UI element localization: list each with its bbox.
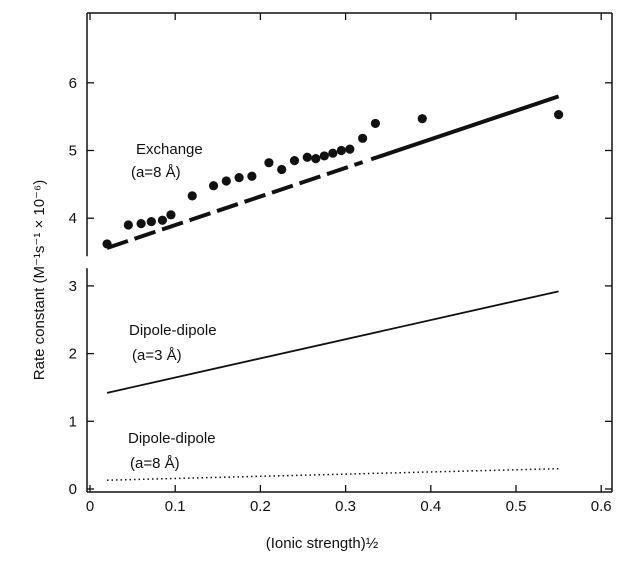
x-axis-title: (Ionic strength)½ bbox=[266, 535, 379, 552]
plot-frame bbox=[86, 12, 613, 493]
exchange-data-point bbox=[345, 144, 355, 154]
annotation-dipole8-line1: Dipole-dipole bbox=[128, 430, 216, 447]
annotation-exchange-line2: (a=8 Å) bbox=[131, 164, 181, 181]
axis-ticks: 0 0.1 0.2 0.3 0.4 0.5 0.6 0 1 2 3 4 5 6 bbox=[69, 13, 612, 515]
exchange-data-point bbox=[136, 219, 146, 229]
exchange-data-point bbox=[146, 216, 156, 227]
y-tick-label: 0 bbox=[69, 481, 77, 498]
exchange-data-point bbox=[264, 158, 274, 168]
exchange-data-point bbox=[417, 114, 427, 124]
exchange-data-point bbox=[311, 154, 321, 164]
exchange-data-point bbox=[370, 118, 381, 129]
series-lines bbox=[106, 94, 560, 481]
y-tick-label: 5 bbox=[69, 143, 77, 160]
exchange-fit-line-upper bbox=[370, 94, 560, 162]
x-tick-label: 0.1 bbox=[165, 498, 186, 515]
x-tick-label: 0.3 bbox=[335, 498, 356, 515]
dipole-8a-line bbox=[107, 467, 559, 481]
x-tick-label: 0.2 bbox=[250, 498, 271, 515]
exchange-data-point bbox=[157, 215, 168, 225]
y-tick-label: 6 bbox=[69, 75, 77, 92]
exchange-data-point bbox=[102, 239, 112, 249]
y-tick-label: 1 bbox=[69, 413, 77, 430]
x-tick-label: 0.6 bbox=[591, 498, 612, 515]
y-axis-title: Rate constant (M⁻¹s⁻¹ × 10⁻⁶) bbox=[31, 180, 48, 380]
annotation-dipole8-line2: (a=8 Å) bbox=[130, 455, 180, 472]
annotation-dipole3-line1: Dipole-dipole bbox=[129, 322, 217, 339]
x-tick-label: 0.5 bbox=[506, 498, 527, 515]
exchange-data-point bbox=[319, 151, 329, 161]
annotation-dipole3-line2: (a=3 Å) bbox=[132, 347, 182, 364]
exchange-data-point bbox=[289, 156, 300, 166]
y-tick-label: 2 bbox=[69, 346, 77, 363]
data-points bbox=[102, 110, 564, 249]
exchange-data-point bbox=[336, 145, 346, 156]
dipole-3a-line bbox=[106, 290, 559, 394]
exchange-data-point bbox=[302, 152, 312, 162]
annotation-exchange-line1: Exchange bbox=[136, 141, 203, 158]
exchange-data-point bbox=[554, 110, 564, 120]
exchange-data-point bbox=[166, 210, 176, 220]
x-tick-label: 0 bbox=[86, 498, 94, 515]
y-tick-label: 3 bbox=[69, 278, 77, 295]
exchange-data-point bbox=[277, 164, 287, 175]
exchange-data-point bbox=[328, 148, 338, 158]
exchange-data-point bbox=[358, 133, 368, 143]
exchange-data-point bbox=[123, 220, 133, 230]
exchange-data-point bbox=[187, 191, 197, 201]
y-tick-label: 4 bbox=[69, 210, 77, 227]
x-tick-label: 0.4 bbox=[420, 498, 441, 515]
exchange-data-point bbox=[221, 176, 231, 186]
exchange-data-point bbox=[247, 171, 257, 181]
exchange-fit-line bbox=[106, 160, 364, 250]
exchange-data-point bbox=[234, 172, 244, 183]
exchange-data-point bbox=[208, 181, 219, 191]
